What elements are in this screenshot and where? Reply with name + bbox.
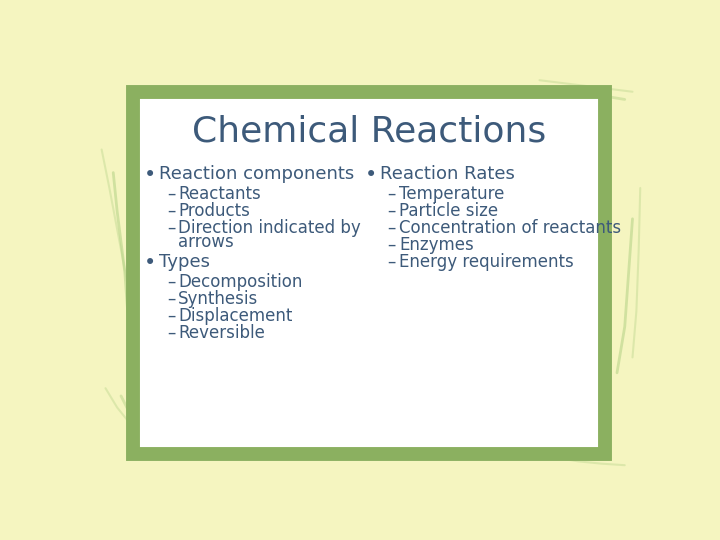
Text: Synthesis: Synthesis: [179, 289, 258, 308]
Text: –: –: [167, 219, 175, 237]
Text: Displacement: Displacement: [179, 307, 293, 325]
Text: Concentration of reactants: Concentration of reactants: [399, 219, 621, 237]
Text: –: –: [388, 202, 396, 220]
Text: Decomposition: Decomposition: [179, 273, 302, 291]
Text: –: –: [388, 253, 396, 271]
Text: –: –: [167, 289, 175, 308]
Text: Products: Products: [179, 202, 251, 220]
Text: Reaction components: Reaction components: [159, 165, 354, 183]
Text: –: –: [167, 323, 175, 341]
Text: Temperature: Temperature: [399, 185, 505, 203]
Bar: [132, 92, 606, 454]
Text: Types: Types: [159, 253, 210, 271]
Text: Chemical Reactions: Chemical Reactions: [192, 115, 546, 149]
Text: –: –: [167, 307, 175, 325]
Text: –: –: [167, 273, 175, 291]
Text: Reactants: Reactants: [179, 185, 261, 203]
Text: Energy requirements: Energy requirements: [399, 253, 574, 271]
Text: –: –: [167, 202, 175, 220]
Text: –: –: [388, 219, 396, 237]
Text: •: •: [143, 253, 156, 273]
Text: –: –: [388, 185, 396, 203]
Text: arrows: arrows: [179, 233, 234, 251]
Text: •: •: [143, 165, 156, 185]
Text: Direction indicated by: Direction indicated by: [179, 219, 361, 237]
Text: –: –: [167, 185, 175, 203]
Text: Enzymes: Enzymes: [399, 236, 474, 254]
Text: –: –: [388, 236, 396, 254]
Text: Reversible: Reversible: [179, 323, 265, 341]
Text: Reaction Rates: Reaction Rates: [380, 165, 515, 183]
Text: Particle size: Particle size: [399, 202, 498, 220]
Text: •: •: [364, 165, 377, 185]
